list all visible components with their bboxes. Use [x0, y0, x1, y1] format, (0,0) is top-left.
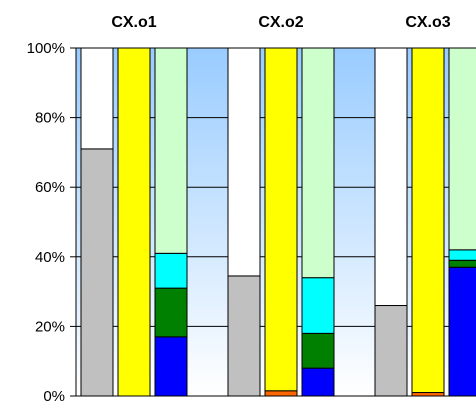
bar-segment — [448, 266, 476, 397]
bar-segment — [301, 277, 335, 334]
bar-segment — [374, 305, 408, 397]
bar-segment — [448, 249, 476, 261]
bar-segment — [301, 47, 335, 279]
bar-segment — [301, 332, 335, 369]
y-tick-label: 0% — [43, 388, 65, 402]
bar-segment — [117, 47, 151, 397]
bar-segment — [264, 47, 298, 392]
bar-segment — [374, 47, 408, 307]
bars-layer — [80, 47, 476, 397]
group-titles: CX.o1 CX.o2 CX.o3 — [111, 14, 450, 31]
y-tick-label: 80% — [35, 110, 65, 127]
y-tick-label: 100% — [27, 40, 65, 57]
bar-segment — [448, 47, 476, 251]
bar-segment — [154, 287, 188, 338]
bar-segment — [227, 47, 261, 277]
bar-segment — [411, 47, 445, 394]
bar-segment — [154, 252, 188, 289]
group-title: CX.o1 — [111, 14, 156, 31]
bar-segment — [301, 367, 335, 397]
bar-segment — [264, 390, 298, 397]
y-axis: 0% 20% 40% 60% 80% 100% — [27, 40, 476, 402]
bar-segment — [411, 392, 445, 397]
bar-segment — [154, 47, 188, 254]
y-tick-label: 60% — [35, 179, 65, 196]
bar-segment — [154, 336, 188, 397]
group-title: CX.o3 — [405, 14, 450, 31]
group-title: CX.o2 — [258, 14, 303, 31]
bar-segment — [448, 259, 476, 268]
y-tick-label: 40% — [35, 249, 65, 266]
bar-segment — [227, 275, 261, 397]
bar-segment — [80, 47, 114, 150]
bar-segment — [80, 148, 114, 397]
y-tick-label: 20% — [35, 318, 65, 335]
